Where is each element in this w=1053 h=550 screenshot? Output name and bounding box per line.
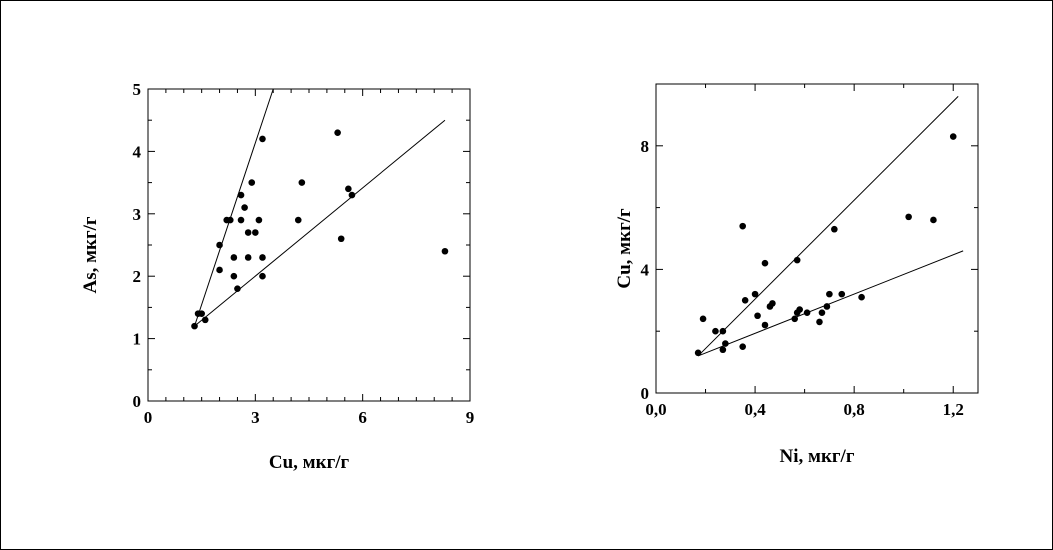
y-tick-label: 8 (641, 137, 650, 156)
x-tick-label: 0 (144, 408, 153, 427)
trend-line-1 (697, 96, 959, 357)
data-point (337, 235, 345, 243)
data-point (796, 306, 803, 313)
plot-area-border (147, 88, 471, 402)
data-point (712, 327, 719, 335)
data-point (741, 297, 749, 304)
y-tick-label: 4 (641, 260, 650, 279)
trend-line-2 (194, 119, 446, 327)
data-point (259, 272, 266, 280)
data-point (191, 322, 198, 330)
x-axis-label: Ni, мкг/г (780, 446, 855, 467)
data-point (201, 316, 209, 324)
data-point (816, 318, 823, 326)
data-point (216, 266, 223, 274)
data-point (230, 254, 238, 261)
data-point (803, 309, 811, 316)
data-point (905, 213, 912, 221)
data-point (694, 349, 702, 357)
data-point (699, 315, 707, 323)
data-point (838, 290, 846, 298)
data-point (230, 272, 238, 280)
x-tick-label: 0,4 (744, 400, 766, 419)
y-tick-label: 5 (133, 80, 142, 99)
y-axis-label: Cu, мкг/г (614, 208, 635, 289)
data-point (441, 247, 449, 255)
data-point (761, 259, 769, 267)
data-point (831, 225, 838, 233)
data-point (823, 303, 831, 310)
data-point (226, 216, 234, 224)
data-point (949, 133, 957, 140)
chart-2: 0,0 0,4 0,8 1,2 0 4 8 Ni, мкг/г Cu, мкг/г (614, 83, 979, 467)
data-point (791, 315, 799, 323)
data-point (348, 191, 356, 199)
x-tick-label: 9 (466, 408, 475, 427)
y-tick-label: 0 (133, 392, 142, 411)
data-point (259, 135, 266, 143)
x-tick-label: 0,8 (844, 400, 865, 419)
data-point (761, 321, 769, 329)
data-point (754, 312, 761, 320)
y-tick-label: 1 (133, 330, 142, 349)
trend-line-1 (194, 88, 274, 327)
x-tick-label: 0,0 (645, 400, 666, 419)
data-point (719, 327, 727, 335)
data-point (244, 229, 252, 236)
data-point (722, 340, 729, 347)
data-point (826, 290, 833, 298)
chart-1: 0 3 6 9 0 1 2 3 4 5 Cu, мкг/г As, мкг/г (80, 80, 474, 473)
x-axis-label: Cu, мкг/г (269, 452, 350, 473)
data-point (237, 191, 245, 199)
data-point (739, 222, 746, 230)
data-point (259, 254, 266, 261)
trend-line-2 (697, 250, 964, 357)
data-point (294, 216, 302, 224)
x-tick-label: 1,2 (943, 400, 964, 419)
y-tick-label: 0 (641, 384, 650, 403)
data-point (739, 343, 746, 350)
y-axis-label: As, мкг/г (80, 216, 101, 293)
data-point (216, 241, 223, 249)
y-tick-label: 4 (133, 142, 142, 161)
y-tick-label: 2 (133, 267, 142, 286)
y-tick-label: 3 (133, 205, 142, 224)
data-point (719, 346, 727, 354)
data-point (751, 290, 759, 298)
data-point (248, 179, 256, 186)
data-point (198, 310, 205, 317)
data-point (234, 285, 241, 292)
x-tick-label: 3 (251, 408, 260, 427)
data-point (345, 185, 352, 193)
data-point (255, 216, 263, 224)
data-point (298, 179, 306, 186)
data-point (252, 229, 259, 236)
data-point (241, 204, 248, 211)
plot-area-border (655, 83, 979, 394)
data-point (237, 216, 245, 224)
data-point (769, 300, 776, 307)
data-point (334, 129, 341, 136)
data-point (244, 254, 252, 261)
data-point (858, 293, 865, 301)
x-tick-label: 6 (358, 408, 367, 427)
data-point (818, 309, 826, 316)
data-point (793, 256, 801, 264)
data-point (930, 216, 937, 224)
